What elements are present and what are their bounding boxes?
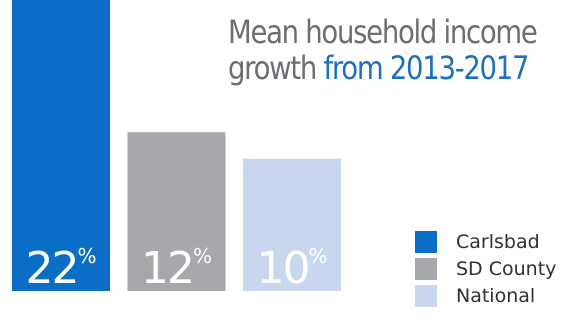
chart-title-line-2: growth from 2013-2017 xyxy=(228,50,533,86)
legend-label-carlsbad: Carlsbad xyxy=(456,230,540,253)
legend-swatch-national xyxy=(415,284,437,307)
bar-value-label-national: 10% xyxy=(256,243,327,294)
legend-item-carlsbad: Carlsbad xyxy=(415,228,556,255)
bar-value-label-carlsbad: 22% xyxy=(25,243,96,294)
legend-label-national: National xyxy=(456,284,536,307)
chart-title-prefix: growth xyxy=(228,49,324,87)
legend-swatch-sd-county xyxy=(415,257,437,280)
bar-national xyxy=(243,158,341,291)
chart-title: Mean household income growth from 2013-2… xyxy=(228,13,538,86)
legend-swatch-carlsbad xyxy=(415,230,437,253)
legend-label-sd-county: SD County xyxy=(456,257,557,280)
chart-title-line-1: Mean household income xyxy=(228,13,538,51)
legend-item-national: National xyxy=(415,282,556,309)
bar-value-label-sd-county: 12% xyxy=(141,243,212,294)
bar-carlsbad xyxy=(12,0,110,291)
bar-sd-county xyxy=(127,132,226,291)
legend-item-sd-county: SD County xyxy=(415,255,556,282)
chart-title-accent: from 2013-2017 xyxy=(323,49,529,87)
chart-legend: Carlsbad SD County National xyxy=(415,228,556,309)
